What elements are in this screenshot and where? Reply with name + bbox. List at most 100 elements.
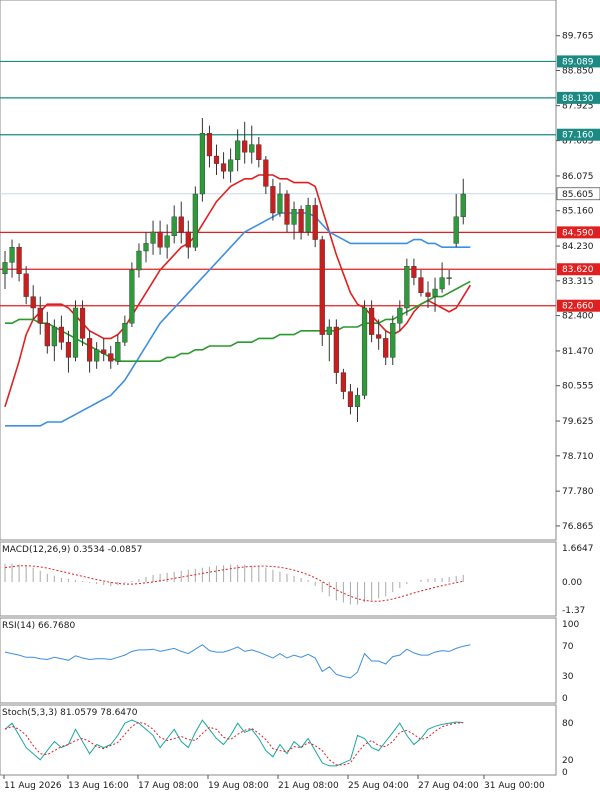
candle-body: [164, 235, 170, 248]
candle-body: [242, 140, 248, 153]
rsi-plot: 100 70 30 0: [4, 620, 579, 704]
candle-body: [30, 296, 36, 309]
candle-body: [263, 159, 269, 187]
current-price-label: 85.605: [562, 190, 594, 200]
macd-panel: MACD(12,26,9) 0.3534 -0.0857 1.6647 0.00 -…: [0, 541, 594, 617]
candle-body: [460, 193, 466, 217]
price-tick-label: 79.625: [562, 417, 594, 427]
price-tick-label: 88.850: [562, 67, 594, 77]
price-tick-label: 81.470: [562, 347, 594, 357]
macd-signal-line: [4, 565, 464, 602]
candle-body: [347, 391, 354, 408]
moving-averages: [4, 174, 471, 427]
candle-body: [206, 132, 213, 157]
price-tick-label: 80.555: [562, 382, 594, 392]
candle-body: [23, 273, 29, 297]
candle-body: [397, 307, 403, 324]
price-tick-label: 87.005: [562, 137, 594, 147]
candle-body: [44, 323, 50, 347]
level-tag: [557, 55, 600, 68]
candle-body: [220, 163, 227, 172]
candle-body: [65, 342, 72, 358]
candle-body: [108, 353, 114, 362]
rsi-panel-frame: [0, 617, 557, 704]
candle-body: [369, 307, 375, 335]
candlesticks: [2, 118, 466, 422]
candle-body: [58, 326, 65, 343]
candle-body: [418, 277, 424, 294]
macd-plot: 1.6647 0.00 -1.37: [4, 544, 594, 616]
price-tick-label: 89.765: [562, 32, 594, 42]
stoch-label: Stoch(5,3,3) 81.0579 78.6470: [2, 708, 138, 718]
level-tag-label: 88.130: [562, 94, 594, 104]
time-tick-label: 21 Aug 08:00: [278, 781, 339, 791]
candle-body: [425, 292, 431, 297]
price-axis: 89.765 88.850 87.925 87.005 86.075 85.160 84.2…: [556, 32, 594, 532]
rsi-tick-label: 70: [562, 642, 574, 652]
candle-body: [16, 246, 22, 274]
candle-body: [115, 342, 121, 362]
price-tick-label: 76.865: [562, 522, 594, 532]
price-tick-label: 87.925: [562, 102, 594, 112]
level-tag-label: 82.660: [562, 302, 594, 312]
price-tick-label: 84.230: [562, 242, 594, 252]
candle-body: [326, 326, 332, 335]
candle-body: [178, 216, 184, 233]
candle-body: [72, 307, 79, 358]
macd-tick-label: 1.6647: [562, 544, 594, 554]
candle-body: [171, 216, 177, 237]
candle-body: [213, 155, 220, 164]
level-tag-label: 83.620: [562, 265, 594, 275]
macd-tick-label: -1.37: [562, 606, 585, 616]
stoch-plot: 80 20 0: [4, 719, 574, 778]
candle-body: [143, 243, 149, 252]
stoch-k-line: [4, 719, 464, 767]
price-tick-label: 78.710: [562, 452, 594, 462]
price-tick-label: 77.780: [562, 487, 594, 497]
time-tick-label: 11 Aug 2026: [4, 781, 62, 791]
moving-average-line: [5, 212, 471, 427]
time-tick-label: 13 Aug 16:00: [68, 781, 129, 791]
level-tag-label: 84.590: [562, 228, 594, 238]
candle-body: [354, 395, 361, 407]
stoch-tick-label: 0: [562, 768, 568, 778]
candle-body: [361, 307, 368, 396]
stoch-d-line: [4, 721, 464, 766]
stoch-panel: Stoch(5,3,3) 81.0579 78.6470 80 20 0: [0, 704, 574, 778]
candle-body: [284, 193, 290, 225]
current-price-tag: [556, 187, 600, 201]
candle-body: [192, 193, 198, 248]
moving-average-line: [4, 174, 471, 408]
candle-body: [340, 372, 347, 392]
rsi-line: [4, 644, 471, 679]
rsi-label: RSI(14) 66.7680: [2, 621, 75, 631]
candle-body: [199, 132, 206, 195]
price-tick-label: 85.160: [562, 207, 594, 217]
candle-body: [256, 144, 262, 161]
candle-body: [383, 338, 389, 358]
rsi-tick-label: 30: [562, 672, 574, 682]
candle-body: [185, 231, 191, 248]
time-axis: 11 Aug 2026 13 Aug 16:00 17 Aug 08:00 19 Au…: [3, 775, 545, 791]
candle-body: [305, 205, 311, 233]
candle-body: [277, 193, 283, 214]
level-tag-label: 89.089: [562, 57, 594, 67]
price-panel: 89.765 88.850 87.925 87.005 86.075 85.160 84.2…: [0, 0, 600, 541]
candle-body: [37, 307, 43, 324]
candle-body: [9, 246, 15, 263]
time-tick-label: 17 Aug 08:00: [138, 781, 199, 791]
candle-body: [129, 269, 135, 324]
level-price-tags: 89.089 88.130 87.160 84.590 83.620 82.660 85.6…: [556, 55, 600, 312]
candle-body: [79, 307, 86, 339]
level-tag: [557, 91, 600, 104]
candle-body: [86, 338, 93, 362]
level-tag: [557, 299, 600, 312]
price-panel-frame: [0, 0, 557, 541]
candle-body: [376, 334, 382, 339]
candle-body: [270, 186, 276, 214]
time-tick-label: 27 Aug 04:00: [418, 781, 479, 791]
candle-body: [439, 277, 445, 290]
candle-body: [291, 208, 297, 225]
stoch-tick-label: 80: [562, 719, 574, 729]
